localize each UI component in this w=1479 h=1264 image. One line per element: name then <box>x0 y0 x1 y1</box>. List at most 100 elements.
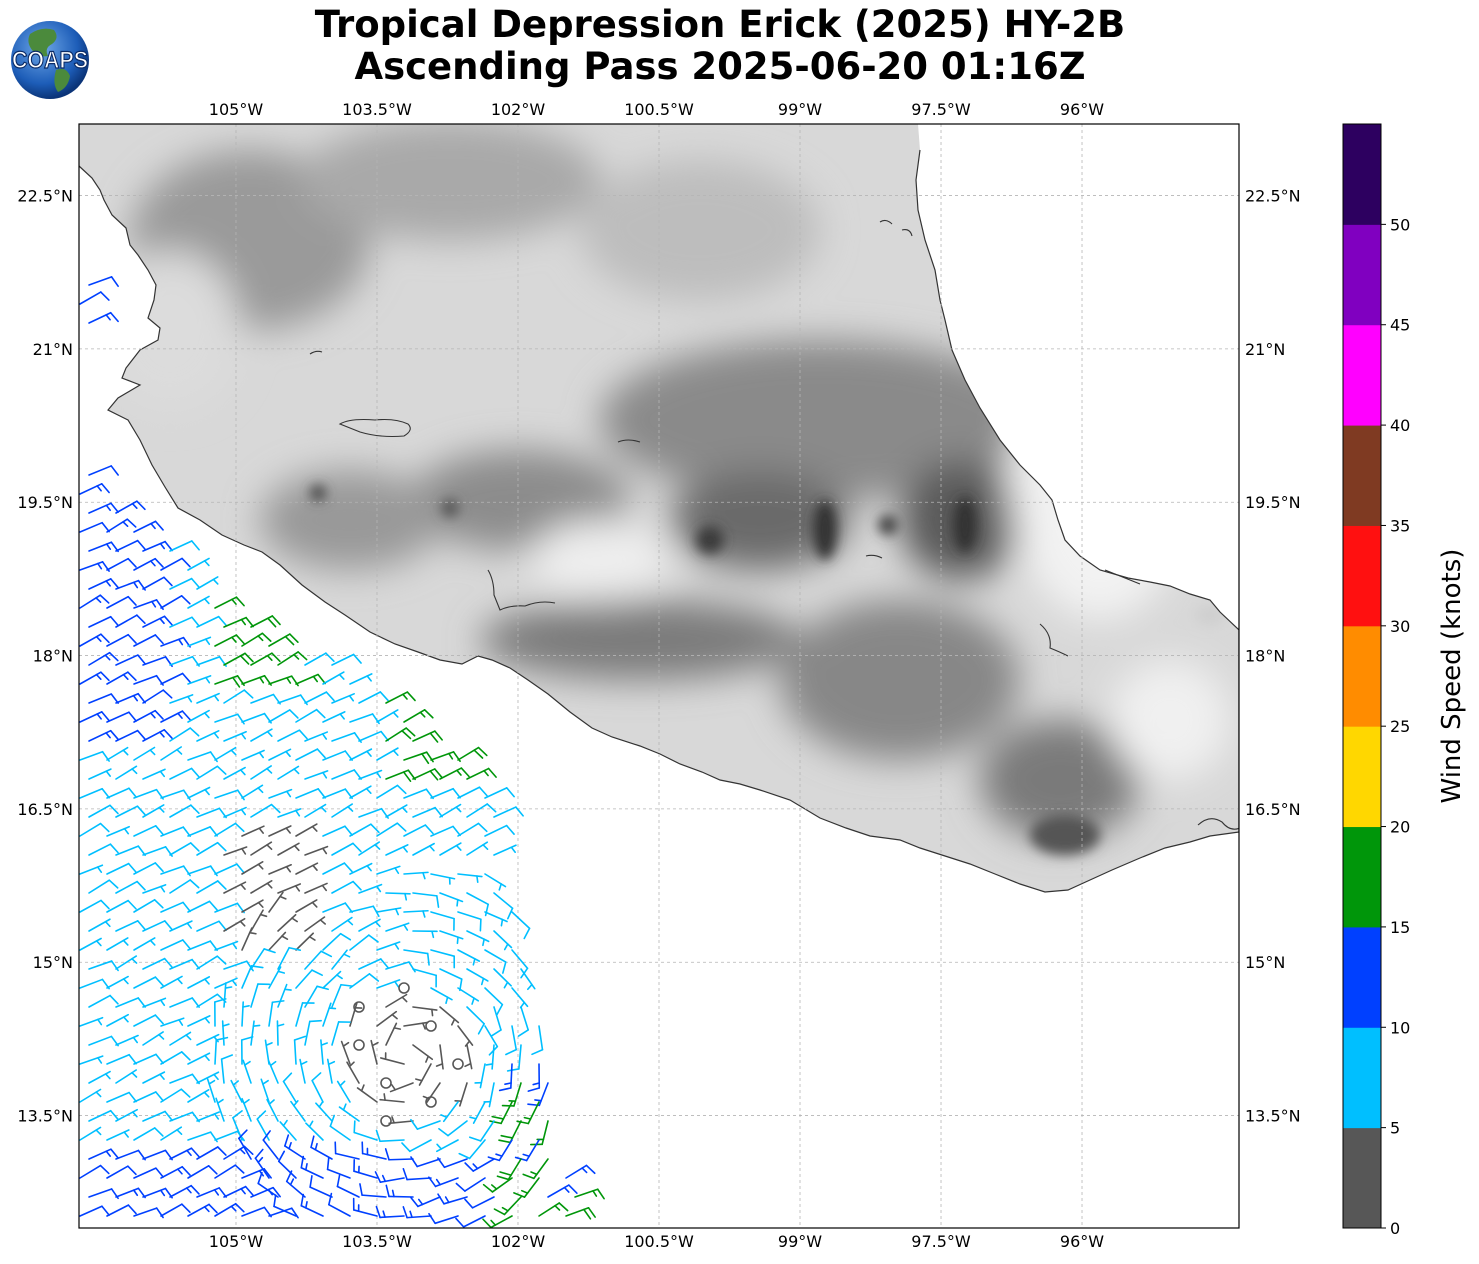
wind-barb <box>315 1100 333 1122</box>
wind-barb <box>106 975 129 989</box>
wind-barb <box>385 844 409 856</box>
wind-barb <box>300 1155 324 1179</box>
wind-barb <box>169 694 194 704</box>
lat-tick-label-left: 18°N <box>33 647 73 666</box>
wind-barb <box>412 930 438 939</box>
wind-barb <box>214 746 237 761</box>
wind-barb <box>223 917 246 932</box>
wind-barb <box>133 976 164 989</box>
wind-barb <box>353 1039 365 1051</box>
wind-barb <box>380 1115 392 1127</box>
wind-barb <box>79 594 110 609</box>
wind-barb <box>468 1120 495 1142</box>
lon-tick-label-bottom: 100.5°W <box>624 1232 694 1251</box>
wind-barb <box>331 842 362 856</box>
wind-barb <box>257 1171 279 1198</box>
wind-barb <box>160 594 191 609</box>
wind-barb <box>106 1091 137 1103</box>
wind-barb <box>79 1055 104 1065</box>
lat-tick-label-left: 22.5°N <box>17 187 73 206</box>
wind-barb <box>106 862 137 875</box>
colorbar-tick-label: 30 <box>1390 617 1410 636</box>
wind-barb <box>511 911 531 940</box>
wind-barb <box>79 633 110 647</box>
wind-barb <box>88 1148 119 1160</box>
wind-barb <box>88 651 119 666</box>
wind-barb <box>455 1215 486 1228</box>
wind-barb <box>379 1052 405 1065</box>
wind-barb <box>440 1101 459 1123</box>
wind-barb <box>142 768 166 780</box>
colorbar-bin <box>1343 826 1381 928</box>
coastline <box>79 149 1239 893</box>
wind-barb <box>106 746 129 761</box>
logo-text: COAPS <box>12 47 88 74</box>
wind-barb <box>241 784 264 799</box>
wind-barb <box>439 1006 460 1026</box>
wind-barb <box>379 1093 405 1103</box>
wind-barb <box>187 595 210 609</box>
wind-barb <box>223 806 247 818</box>
wind-barb <box>329 1114 351 1141</box>
wind-barb <box>169 958 200 970</box>
wind-barb <box>322 1002 337 1027</box>
colorbar-bin <box>1343 1027 1381 1129</box>
wind-barb <box>106 711 137 723</box>
wind-barb <box>88 311 119 324</box>
wind-barb <box>279 1119 297 1141</box>
wind-barb <box>241 749 265 761</box>
wind-barb <box>384 1148 414 1161</box>
wind-barb <box>295 932 316 951</box>
wind-barb <box>106 633 137 647</box>
wind-barb <box>256 1110 270 1141</box>
wind-barb <box>484 873 507 891</box>
wind-barb <box>457 746 488 761</box>
wind-barb <box>322 825 353 837</box>
wind-barb <box>340 1040 351 1065</box>
colorbar-tick-label: 50 <box>1390 215 1410 234</box>
wind-barb <box>214 998 227 1027</box>
wind-barb <box>241 965 264 989</box>
wind-barb <box>547 1184 578 1198</box>
wind-barb <box>358 730 389 742</box>
wind-barb <box>268 709 299 723</box>
wind-barb <box>290 1100 306 1122</box>
lon-tick-label-bottom: 97.5°W <box>911 1232 971 1251</box>
lon-tick-label-bottom: 99°W <box>778 1232 822 1251</box>
wind-barb <box>520 968 536 991</box>
wind-barb <box>223 616 254 628</box>
wind-barb <box>115 1108 138 1122</box>
wind-barb <box>300 1193 324 1217</box>
wind-barb <box>435 1044 444 1070</box>
wind-barb <box>142 576 173 590</box>
wind-barb <box>88 768 112 780</box>
wind-barb <box>466 930 490 947</box>
wind-barb <box>106 787 137 799</box>
wind-barb <box>493 930 513 951</box>
wind-barb <box>241 825 265 837</box>
colorbar-tick-label: 15 <box>1390 918 1410 937</box>
colorbar-frame <box>1342 123 1382 1229</box>
wind-barb <box>88 729 119 742</box>
wind-barb <box>430 787 461 799</box>
wind-barb <box>505 1025 518 1056</box>
wind-barb <box>88 578 119 590</box>
wind-barb <box>250 909 268 932</box>
wind-barb <box>385 922 410 932</box>
gridlines <box>79 124 1239 1228</box>
wind-barb <box>133 1053 164 1065</box>
wind-barb <box>412 768 443 781</box>
wind-barb <box>142 1031 165 1046</box>
wind-barb <box>304 845 329 856</box>
lat-tick-label-right: 16.5°N <box>1245 800 1301 819</box>
wind-barb <box>133 520 164 533</box>
wind-barb <box>485 1044 495 1070</box>
wind-barb <box>106 1013 129 1027</box>
wind-barb <box>250 615 281 628</box>
wind-barb <box>359 1183 387 1198</box>
wind-barb <box>250 841 273 856</box>
wind-barb <box>353 1001 365 1013</box>
wind-barb <box>187 1203 218 1217</box>
wind-barb <box>331 1021 351 1046</box>
wind-barb <box>230 1079 243 1103</box>
